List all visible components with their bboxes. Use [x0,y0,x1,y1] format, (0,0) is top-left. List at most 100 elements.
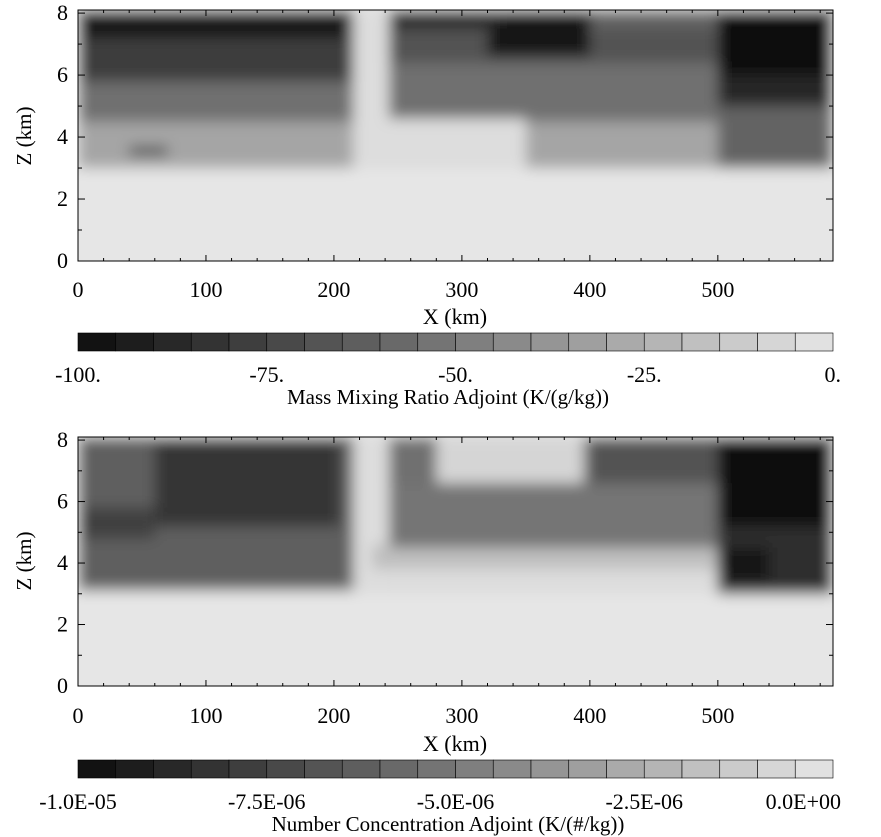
field-region [391,10,501,29]
colorbar-tick-label: -50. [438,362,473,387]
field-region [589,10,718,29]
colorbar-swatch [190,332,230,352]
colorbar-swatch [153,332,192,352]
field-region [154,440,341,527]
field-region [78,10,347,38]
field-region [353,10,389,169]
field-region [353,437,389,594]
colorbar-swatch [266,332,305,352]
contour-field-top [78,10,833,261]
x-tick-label: 0 [73,277,84,302]
field-region [388,483,718,548]
colorbar-swatch [681,759,721,779]
field-region [717,547,770,582]
colorbar-swatch [379,332,419,352]
plot-area-bottom [78,437,833,686]
field-region [717,10,833,76]
colorbar-swatch [606,332,645,352]
x-tick-label: 200 [317,703,350,728]
colorbar-swatch [757,759,796,779]
x-axis-label-bottom: X (km) [423,731,487,756]
colorbar-swatch [115,759,154,779]
colorbar-swatch [719,759,758,779]
colorbar-swatch [190,759,230,779]
colorbar-swatch [77,332,117,352]
colorbar-swatch [492,759,532,779]
colorbar-tick-label: -7.5E-06 [228,789,306,814]
x-tick-label: 100 [189,703,222,728]
y-axis-label-bottom: Z (km) [12,532,36,591]
colorbar-tick-label: -1.0E-05 [39,789,117,814]
colorbar-swatch [794,759,834,779]
colorbar-swatch [568,332,607,352]
field-region [717,437,833,527]
colorbar-swatch [455,759,494,779]
colorbar-swatch [341,332,381,352]
field-region [78,507,155,539]
x-tick-label: 500 [701,277,734,302]
colorbar-tick-label: 0.0E+00 [766,789,841,814]
field-region [589,437,718,484]
colorbar-swatch [794,332,834,352]
x-tick-label: 500 [701,703,734,728]
field-region [388,118,526,169]
x-tick-label: 400 [573,277,606,302]
axes-bottom: 0 100 200 300 400 500 0 2 4 6 8 [57,427,833,728]
colorbar-swatch [719,332,758,352]
colorbar-swatch [379,759,419,779]
x-tick-label: 200 [317,277,350,302]
colorbar-swatch [681,332,721,352]
field-region [436,437,584,484]
axes-top: 0 100 200 300 400 500 0 2 4 6 8 [57,0,833,302]
colorbar-swatch [417,759,456,779]
colorbar-top: -100. -75. -50. -25. 0. [55,332,842,387]
y-tick-label: 2 [57,612,68,637]
colorbar-tick-label: -2.5E-06 [605,789,683,814]
colorbar-swatch [417,332,456,352]
x-tick-label: 400 [573,703,606,728]
colorbar-tick-label: -75. [249,362,284,387]
colorbar-tick-label: 0. [825,362,842,387]
x-tick-label: 300 [445,277,478,302]
colorbar-swatch [643,332,683,352]
colorbar-swatch [757,332,796,352]
colorbar-swatch [606,759,645,779]
colorbar-swatch [530,759,570,779]
y-tick-label: 4 [57,124,68,149]
colorbar-label-bottom: Number Concentration Adjoint (K/(#/kg)) [272,812,625,836]
colorbar-swatch [304,332,343,352]
plot-frame-top [77,9,834,262]
x-tick-label: 300 [445,703,478,728]
colorbar-swatch [455,332,494,352]
field-region [129,146,168,156]
y-tick-label: 0 [57,248,68,273]
colorbar-swatch [643,759,683,779]
colorbar-swatch [228,332,268,352]
colorbar-swatch [530,332,570,352]
colorbar-swatch [492,332,532,352]
colorbar-bottom: -1.0E-05 -7.5E-06 -5.0E-06 -2.5E-06 0.0E+00 [39,759,841,814]
plot-frame-bottom [77,436,834,687]
x-tick-label: 100 [189,277,222,302]
panel-number-concentration: 0 100 200 300 400 500 0 2 4 6 8 X (km) Z (km) -1.0… [12,427,841,836]
y-tick-label: 0 [57,673,68,698]
colorbar-tick-label: -5.0E-06 [417,789,495,814]
y-tick-label: 6 [57,62,68,87]
colorbar-tick-label: -25. [627,362,662,387]
y-tick-label: 8 [57,0,68,25]
y-axis-label-top: Z (km) [12,107,36,166]
y-tick-label: 2 [57,186,68,211]
colorbar-label-top: Mass Mixing Ratio Adjoint (K/(g/kg)) [287,385,609,409]
y-tick-label: 4 [57,550,68,575]
y-tick-label: 8 [57,427,68,452]
colorbar-swatch [304,759,343,779]
colorbar-swatch [228,759,268,779]
panel-mass-mixing-ratio: 0 100 200 300 400 500 0 2 4 6 8 X (km) Z (km) -100… [12,0,842,409]
contour-field-bottom [78,437,833,686]
plot-area-top [78,10,833,261]
colorbar-swatch [341,759,381,779]
colorbar-swatch [568,759,607,779]
colorbar-swatch [153,759,192,779]
field-region [487,10,590,57]
